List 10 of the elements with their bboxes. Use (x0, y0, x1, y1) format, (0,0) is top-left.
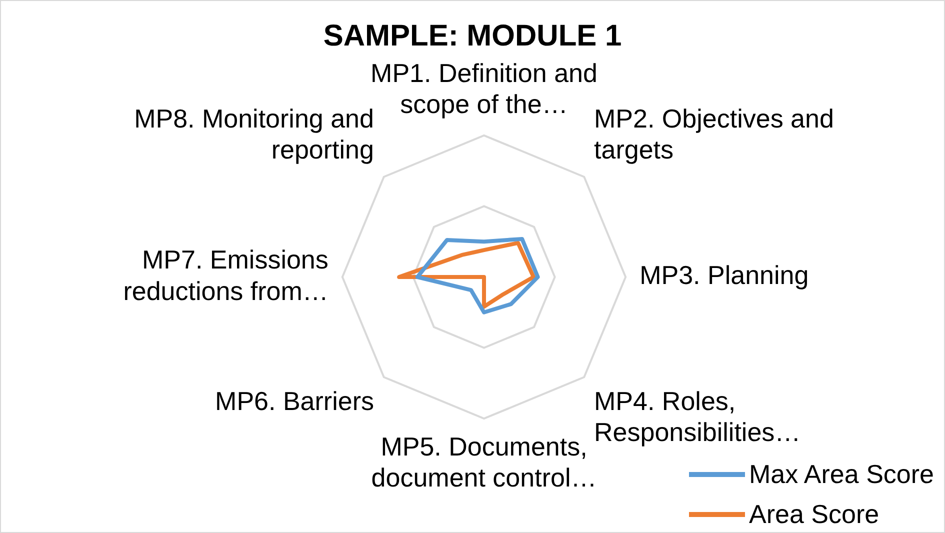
spoke-label: MP4. Roles, Responsibilities… (594, 386, 801, 447)
spoke-label: MP3. Planning (640, 260, 809, 290)
spoke-label: MP2. Objectives and targets (594, 103, 834, 165)
chart-title: SAMPLE: MODULE 1 (323, 19, 622, 52)
spoke-label: MP5. Documents, document control… (371, 431, 597, 493)
spoke-label: MP7. Emissions reductions from… (123, 244, 328, 306)
spoke-label: MP8. Monitoring and reporting (134, 103, 374, 165)
spoke-label: MP6. Barriers (215, 386, 374, 416)
legend-label: Area Score (749, 498, 880, 530)
legend-label: Max Area Score (749, 458, 934, 490)
